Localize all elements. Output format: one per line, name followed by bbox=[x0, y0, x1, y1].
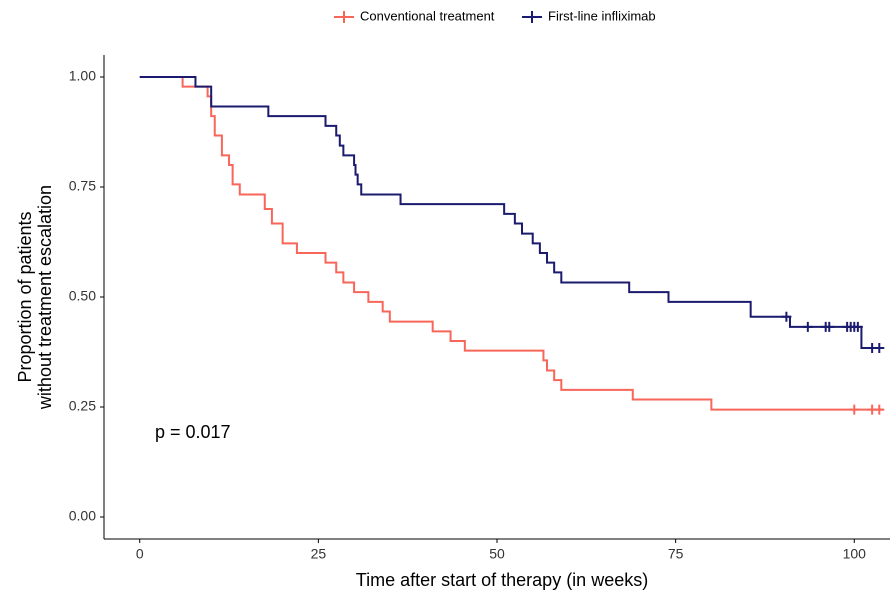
censor-mark bbox=[874, 343, 885, 354]
y-axis-title-line: Proportion of patients bbox=[15, 211, 35, 382]
legend-symbol bbox=[522, 11, 542, 23]
survival-curve bbox=[139, 76, 883, 411]
x-tick-label: 50 bbox=[489, 546, 505, 562]
censor-mark bbox=[781, 311, 792, 322]
x-tick-label: 75 bbox=[668, 546, 684, 562]
y-tick-label: 0.75 bbox=[69, 178, 96, 194]
y-tick-label: 0.50 bbox=[69, 288, 96, 304]
x-axis-title: Time after start of therapy (in weeks) bbox=[356, 570, 648, 590]
legend-label: Conventional treatment bbox=[360, 8, 495, 23]
y-tick-label: 0.00 bbox=[69, 508, 96, 524]
y-axis-title-line: without treatment escalation bbox=[35, 185, 55, 410]
annotation: p = 0.017 bbox=[155, 422, 231, 442]
legend-label: First-line infliximab bbox=[548, 8, 656, 23]
censor-mark bbox=[849, 404, 860, 415]
survival-curve bbox=[139, 76, 883, 350]
y-tick-label: 0.25 bbox=[69, 398, 96, 414]
censor-mark bbox=[824, 321, 835, 332]
x-tick-label: 0 bbox=[136, 546, 144, 562]
x-tick-label: 25 bbox=[311, 546, 327, 562]
y-tick-label: 1.00 bbox=[69, 68, 96, 84]
x-tick-label: 100 bbox=[843, 546, 867, 562]
legend-symbol bbox=[334, 11, 354, 23]
censor-mark bbox=[874, 404, 885, 415]
censor-mark bbox=[802, 321, 813, 332]
censor-mark bbox=[852, 321, 863, 332]
